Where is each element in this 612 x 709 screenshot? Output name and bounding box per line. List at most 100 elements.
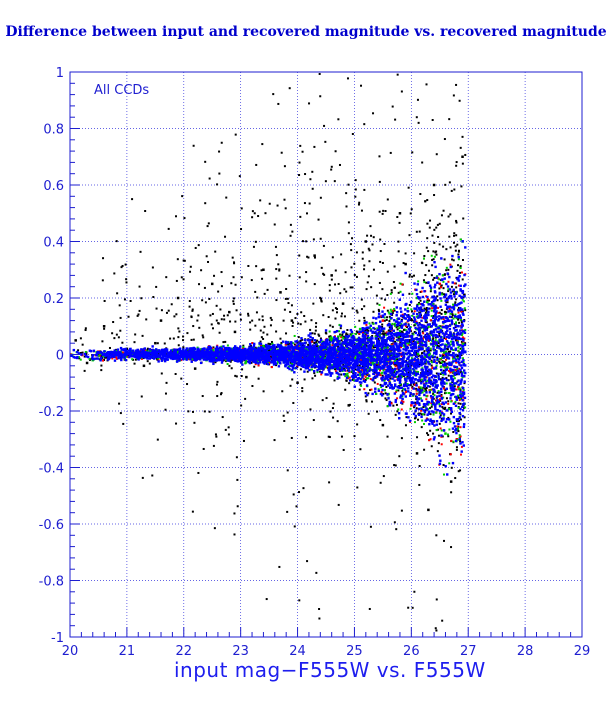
data-point [454, 249, 457, 252]
data-point [291, 378, 294, 381]
data-point [249, 321, 252, 324]
data-point [400, 509, 403, 512]
data-point [261, 143, 264, 146]
data-point [189, 265, 192, 268]
data-point [103, 327, 106, 330]
data-point [366, 234, 369, 237]
data-point [332, 402, 335, 405]
data-point [455, 298, 458, 301]
data-point [180, 276, 183, 279]
data-point [397, 240, 400, 243]
data-point [330, 168, 333, 171]
data-point [427, 250, 430, 253]
data-point [464, 406, 467, 409]
data-point [445, 248, 448, 251]
data-point [310, 368, 313, 371]
data-point [383, 389, 386, 392]
data-point [101, 340, 104, 343]
data-point [254, 240, 257, 243]
data-point [431, 383, 434, 386]
data-point [435, 372, 438, 375]
data-point [430, 359, 433, 362]
data-point [234, 320, 237, 323]
data-point [449, 453, 452, 456]
data-point [223, 314, 226, 317]
data-point [417, 280, 420, 283]
data-point [333, 180, 336, 183]
data-point [390, 402, 393, 405]
data-point [379, 374, 382, 377]
data-point [438, 398, 441, 401]
data-point [177, 336, 180, 339]
data-point [317, 345, 320, 348]
data-point [334, 317, 337, 320]
data-point [455, 286, 458, 289]
data-point [459, 469, 462, 472]
data-point [182, 278, 185, 281]
data-point [371, 243, 374, 246]
data-point [353, 379, 356, 382]
data-point [416, 341, 419, 344]
data-point [261, 277, 264, 280]
data-point [233, 512, 236, 515]
data-point [421, 342, 424, 345]
data-point [202, 447, 205, 450]
data-point [193, 421, 196, 424]
data-point [409, 383, 412, 386]
data-point [102, 355, 105, 358]
data-point [230, 358, 233, 361]
data-point [299, 144, 302, 147]
data-point [303, 202, 306, 205]
data-point [197, 244, 200, 247]
data-point [444, 358, 447, 361]
data-point [386, 316, 389, 319]
data-point [216, 380, 219, 383]
data-point [448, 307, 451, 310]
data-point [249, 345, 252, 348]
data-point [306, 560, 309, 563]
data-point [97, 354, 100, 357]
data-point [399, 346, 402, 349]
data-point [347, 183, 350, 186]
data-point [455, 164, 458, 167]
data-point [234, 283, 237, 286]
data-point [385, 331, 388, 334]
data-point [381, 261, 384, 264]
data-point [427, 325, 430, 328]
data-point [331, 337, 334, 340]
data-point [426, 237, 429, 240]
data-point [351, 307, 354, 310]
data-point [363, 316, 366, 319]
data-point [430, 361, 433, 364]
data-point [378, 369, 381, 372]
data-point [282, 414, 285, 417]
data-point [445, 300, 448, 303]
data-point [437, 235, 440, 238]
data-point [441, 376, 444, 379]
data-point [224, 340, 227, 343]
data-point [411, 151, 414, 154]
data-point [320, 299, 323, 302]
data-point [395, 403, 398, 406]
data-point [178, 330, 181, 333]
data-point [454, 477, 457, 480]
data-point [408, 341, 411, 344]
data-point [443, 360, 446, 363]
data-point [407, 314, 410, 317]
data-point [395, 326, 398, 329]
data-point [454, 326, 457, 329]
data-point [367, 412, 370, 415]
data-point [324, 180, 327, 183]
data-point [372, 112, 375, 115]
data-point [314, 374, 317, 377]
data-point [346, 77, 349, 80]
data-point [417, 386, 420, 389]
data-point [283, 198, 286, 201]
data-point [384, 332, 387, 335]
data-point [183, 357, 186, 360]
data-point [303, 378, 306, 381]
data-point [461, 258, 464, 261]
data-point [408, 292, 411, 295]
data-point [313, 283, 316, 286]
data-point [464, 309, 467, 312]
